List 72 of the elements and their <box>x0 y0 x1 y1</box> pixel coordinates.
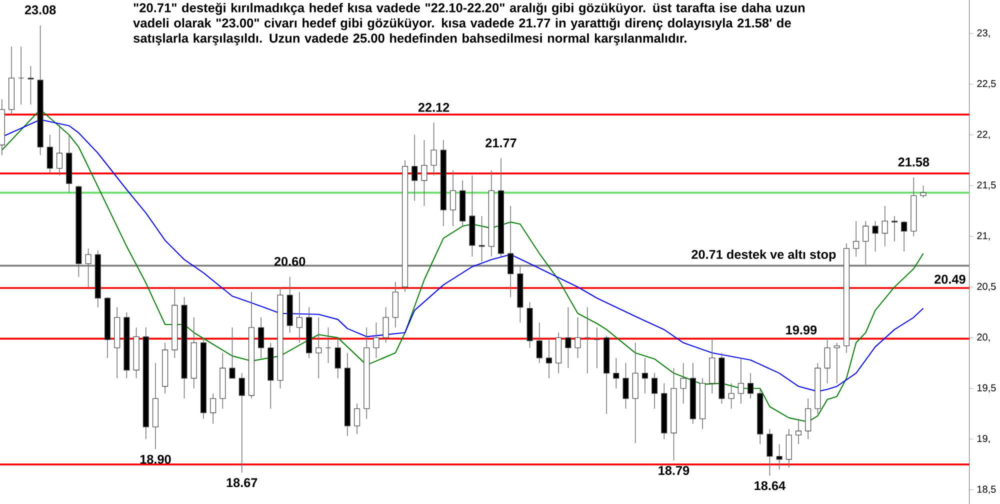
candlestick <box>738 358 744 404</box>
candlestick <box>238 372 245 473</box>
y-tick-label: 19, <box>977 434 990 444</box>
y-tick-label: 22, <box>977 130 990 139</box>
ref-line-label: 19.99 <box>786 325 817 334</box>
annotation: 18.79 <box>658 466 690 475</box>
candlestick <box>85 248 92 288</box>
candlestick <box>46 134 53 173</box>
candlestick <box>546 337 552 379</box>
candlestick <box>642 358 648 394</box>
annotation: "20.71" desteği kırılmadıkça hedef kısa vadede "22.10-22.20" aralığı gibi gözüküyor. üst tarafta ise daha uzun vadeli olarak "23.00" civarı hedef gibi gözüküyor. kısa vadede 21.77 in yarattığı direnç dolayısıyla 21.58' de satışlarla karşılaşıldı. Uzun vadede 25.00 hedefinden bahsedilmesi normal karşılanmalıdır. <box>133 2 805 46</box>
candlestick <box>766 428 773 476</box>
candlestick <box>258 317 264 358</box>
candlestick <box>478 216 485 262</box>
candlestick <box>412 134 418 202</box>
candlestick <box>18 46 24 105</box>
candlestick <box>56 124 63 176</box>
candlestick <box>824 337 830 384</box>
candlestick <box>450 170 456 227</box>
candlestick <box>373 322 380 358</box>
annotation: 18.67 <box>226 478 258 488</box>
y-tick-label: 22,5 <box>977 80 996 88</box>
candlestick <box>862 220 869 266</box>
y-tick-label: 21, <box>977 232 990 240</box>
candlestick <box>421 140 428 206</box>
candlestick <box>622 362 629 410</box>
candlestick <box>728 382 734 410</box>
annotation: 22.12 <box>418 102 450 112</box>
ref-line-label: 20.49 <box>934 274 966 284</box>
candlestick <box>853 220 860 257</box>
candlestick <box>354 403 360 434</box>
candlestick <box>565 306 572 369</box>
candlestick <box>316 317 322 379</box>
annotation: 21.58 <box>898 158 930 167</box>
candlestick <box>920 185 926 198</box>
annotation: 18.64 <box>754 481 786 490</box>
candlestick <box>574 317 581 358</box>
y-tick-label: 18,5 <box>977 486 996 494</box>
candlestick <box>748 372 754 399</box>
candlestick <box>28 66 34 105</box>
candlestick <box>325 327 332 364</box>
candlestick <box>334 337 341 379</box>
candlestick <box>891 216 898 242</box>
candlestick <box>584 306 590 374</box>
candlestick <box>834 342 840 384</box>
candlestick <box>680 362 686 404</box>
ref-line-label: 20.71 destek ve altı stop <box>692 250 836 262</box>
candlestick <box>795 418 802 445</box>
y-tick-label: 20, <box>977 334 990 342</box>
candlestick <box>210 393 216 424</box>
candlestick <box>430 122 437 176</box>
candlestick <box>536 322 542 364</box>
annotation: 20.60 <box>274 256 306 266</box>
y-tick-label: 23, <box>977 29 990 38</box>
candlestick <box>613 358 620 389</box>
candlestick <box>229 327 236 379</box>
candlestick <box>508 205 514 298</box>
y-tick-label: 19,5 <box>977 384 996 393</box>
y-tick-label: 20,5 <box>977 282 996 292</box>
y-tick-label: 21,5 <box>977 181 996 190</box>
annotation: 18.90 <box>140 454 171 464</box>
candlestick <box>882 205 888 247</box>
candlestick <box>594 327 600 369</box>
candlestick <box>652 372 658 410</box>
candlestick <box>296 292 302 344</box>
candlestick <box>382 306 389 344</box>
candlestick <box>901 220 908 252</box>
candlestick <box>776 444 782 470</box>
candlestick <box>872 220 878 252</box>
candlestick <box>805 398 812 440</box>
annotation: 21.77 <box>486 138 516 148</box>
annotation: 23.08 <box>24 5 56 14</box>
